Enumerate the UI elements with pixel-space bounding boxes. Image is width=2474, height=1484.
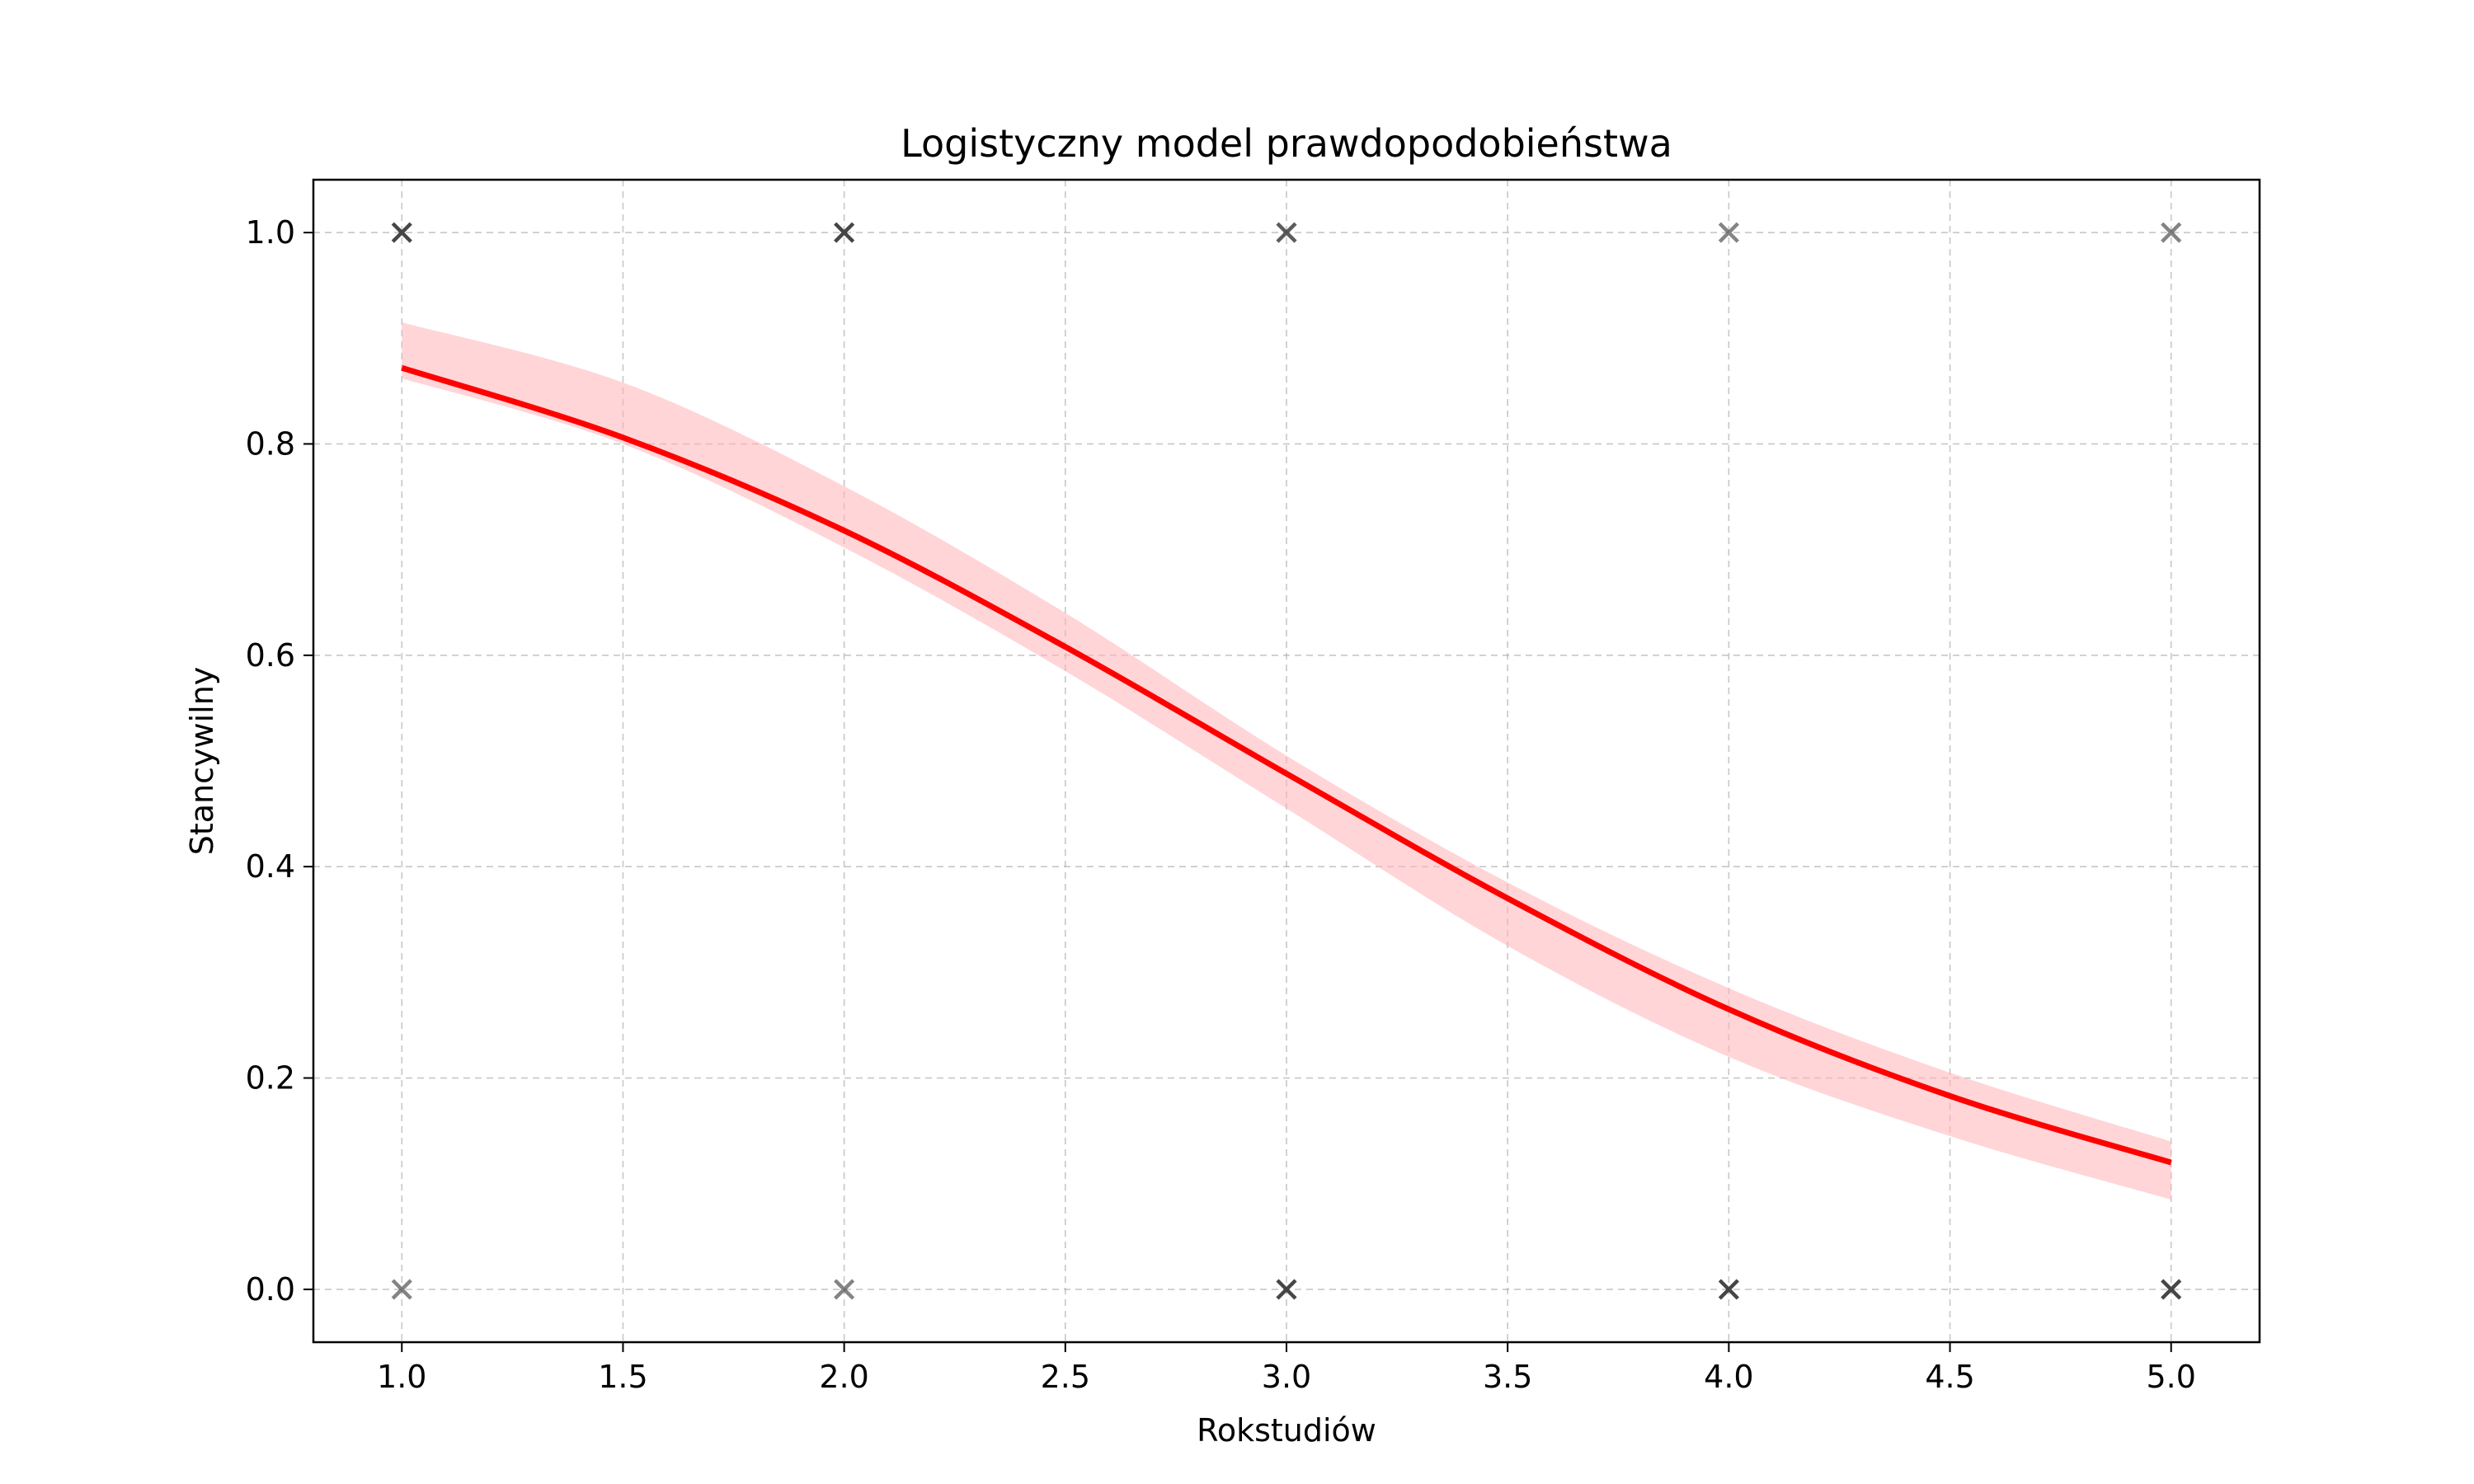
y-tick-label-0: 0.0 [246,1271,295,1308]
x-tick-label-2: 2.0 [819,1359,868,1395]
y-tick-label-5: 1.0 [246,214,295,251]
y-tick-label-4: 0.8 [246,425,295,462]
scatter-point-8 [2161,222,2182,243]
scatter-point-4 [1276,222,1297,243]
x-tick-label-5: 3.5 [1483,1359,1532,1395]
y-axis-label: Stancywilny [184,667,220,856]
scatter-point-1 [391,1279,412,1300]
x-tick-label-0: 1.0 [377,1359,426,1395]
y-tick-label-1: 0.2 [246,1060,295,1097]
confidence-band [402,322,2171,1200]
x-tick-label-8: 5.0 [2147,1359,2196,1395]
scatter-point-7 [1718,1279,1739,1300]
y-ticks: 0.0 0.2 0.4 0.6 0.8 1.0 [246,214,313,1308]
scatter-point-9 [2161,1279,2182,1300]
scatter-point-6 [1718,222,1739,243]
chart-title: Logistyczny model prawdopodobieństwa [901,121,1672,166]
scatter-point-3 [834,1279,855,1300]
scatter-points [391,222,2182,1300]
scatter-point-5 [1276,1279,1297,1300]
x-axis-label: Rokstudiów [1197,1412,1376,1449]
x-ticks: 1.0 1.5 2.0 2.5 3.0 3.5 4.0 4.5 5.0 [377,1342,2196,1395]
y-tick-label-3: 0.6 [246,637,295,674]
confidence-band-layer [402,322,2171,1200]
scatter-point-2 [834,222,855,243]
y-tick-label-2: 0.4 [246,848,295,885]
fit-line [401,364,2172,1166]
fit-line-layer [401,364,2172,1166]
x-tick-label-1: 1.5 [598,1359,647,1395]
x-tick-label-7: 4.5 [1925,1359,1974,1395]
x-tick-label-3: 2.5 [1041,1359,1090,1395]
scatter-point-0 [391,222,412,243]
x-tick-label-4: 3.0 [1262,1359,1311,1395]
x-tick-label-6: 4.0 [1704,1359,1753,1395]
